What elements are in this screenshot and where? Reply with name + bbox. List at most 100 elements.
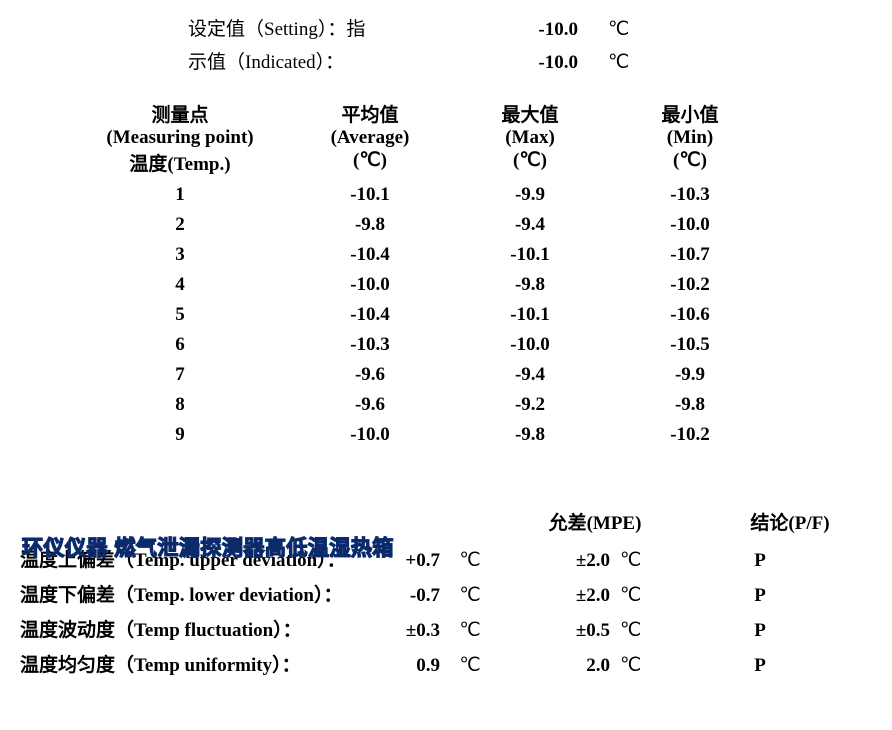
deviation-mpe: ±2.0: [500, 550, 610, 572]
col-header-point-en: (Measuring point): [70, 127, 290, 149]
deviation-mpe: 2.0: [500, 655, 610, 677]
cell-avg: -10.0: [290, 274, 450, 296]
cell-avg: -10.4: [290, 244, 450, 266]
deviation-mpe: ±0.5: [500, 620, 610, 642]
indicated-label: 示值（Indicated）：: [188, 47, 428, 74]
deviation-unit: ℃: [440, 619, 500, 642]
table-row: 9-10.0-9.8-10.2: [70, 424, 830, 446]
indicated-value: -10.0: [428, 52, 608, 74]
measuring-table: 测量点 平均值 最大值 最小值 (Measuring point) (Avera…: [70, 100, 830, 446]
col-header-max-unit: (℃): [450, 149, 610, 176]
table-row: 8-9.6-9.2-9.8: [70, 394, 830, 416]
cell-avg: -10.4: [290, 304, 450, 326]
cell-max: -10.0: [450, 334, 610, 356]
deviation-row: 温度均匀度（Temp uniformity）：0.9℃2.0℃P: [20, 650, 890, 677]
cell-max: -10.1: [450, 304, 610, 326]
deviation-label: 温度波动度（Temp fluctuation）：: [20, 615, 360, 642]
mpe-header: 允差(MPE): [480, 508, 710, 535]
deviation-mpe-unit: ℃: [610, 654, 670, 677]
table-body: 1-10.1-9.9-10.32-9.8-9.4-10.03-10.4-10.1…: [70, 184, 830, 446]
cell-point: 2: [70, 214, 290, 236]
cell-avg: -10.1: [290, 184, 450, 206]
setting-value: -10.0: [428, 19, 608, 41]
table-row: 3-10.4-10.1-10.7: [70, 244, 830, 266]
setting-label: 设定值（Setting）：指: [188, 14, 428, 41]
indicated-unit: ℃: [608, 51, 648, 74]
deviation-pf: P: [670, 550, 850, 572]
cell-min: -9.8: [610, 394, 770, 416]
cell-max: -9.9: [450, 184, 610, 206]
cell-min: -10.5: [610, 334, 770, 356]
deviation-label: 温度下偏差（Temp. lower deviation）：: [20, 580, 360, 607]
deviation-body: 温度上偏差（Temp. upper deviation）：+0.7℃±2.0℃P…: [20, 545, 890, 677]
cell-point: 9: [70, 424, 290, 446]
cell-avg: -9.6: [290, 364, 450, 386]
col-header-min-cn: 最小值: [610, 100, 770, 127]
col-header-max-cn: 最大值: [450, 100, 610, 127]
col-header-avg-en: (Average): [290, 127, 450, 149]
cell-point: 4: [70, 274, 290, 296]
deviation-pf: P: [670, 655, 850, 677]
cell-avg: -9.6: [290, 394, 450, 416]
deviation-header-spacer: [20, 508, 480, 535]
table-row: 4-10.0-9.8-10.2: [70, 274, 830, 296]
col-header-avg-cn: 平均值: [290, 100, 450, 127]
cell-point: 3: [70, 244, 290, 266]
cell-min: -10.6: [610, 304, 770, 326]
deviation-pf: P: [670, 585, 850, 607]
indicated-row: 示值（Indicated）： -10.0 ℃: [188, 47, 872, 74]
deviation-unit: ℃: [440, 584, 500, 607]
cell-point: 7: [70, 364, 290, 386]
table-row: 5-10.4-10.1-10.6: [70, 304, 830, 326]
deviation-value: ±0.3: [360, 620, 440, 642]
cell-min: -10.3: [610, 184, 770, 206]
deviation-pf: P: [670, 620, 850, 642]
deviation-mpe-unit: ℃: [610, 584, 670, 607]
cell-avg: -9.8: [290, 214, 450, 236]
deviation-header: 允差(MPE) 结论(P/F): [20, 508, 890, 535]
col-header-min-en: (Min): [610, 127, 770, 149]
table-row: 6-10.3-10.0-10.5: [70, 334, 830, 356]
pf-header: 结论(P/F): [710, 508, 870, 535]
cell-avg: -10.3: [290, 334, 450, 356]
col-header-temp: 温度(Temp.): [70, 149, 290, 176]
cell-min: -9.9: [610, 364, 770, 386]
setting-unit: ℃: [608, 18, 648, 41]
cell-point: 1: [70, 184, 290, 206]
settings-block: 设定值（Setting）：指 -10.0 ℃ 示值（Indicated）： -1…: [188, 14, 872, 74]
col-header-max-en: (Max): [450, 127, 610, 149]
deviation-row: 温度波动度（Temp fluctuation）：±0.3℃±0.5℃P: [20, 615, 890, 642]
cell-min: -10.2: [610, 274, 770, 296]
cell-max: -9.8: [450, 424, 610, 446]
deviation-value: -0.7: [360, 585, 440, 607]
cell-min: -10.2: [610, 424, 770, 446]
col-header-point-cn: 测量点: [70, 100, 290, 127]
cell-max: -9.4: [450, 364, 610, 386]
setting-row: 设定值（Setting）：指 -10.0 ℃: [188, 14, 872, 41]
cell-max: -9.8: [450, 274, 610, 296]
calibration-report-page: 设定值（Setting）：指 -10.0 ℃ 示值（Indicated）： -1…: [0, 0, 892, 695]
watermark-text: 环仪仪器 燃气泄漏探测器高低温湿热箱: [22, 532, 394, 562]
cell-min: -10.7: [610, 244, 770, 266]
cell-max: -9.2: [450, 394, 610, 416]
table-header: 测量点 平均值 最大值 最小值 (Measuring point) (Avera…: [70, 100, 830, 176]
table-row: 7-9.6-9.4-9.9: [70, 364, 830, 386]
deviation-unit: ℃: [440, 654, 500, 677]
deviation-mpe-unit: ℃: [610, 549, 670, 572]
deviation-mpe: ±2.0: [500, 585, 610, 607]
deviation-mpe-unit: ℃: [610, 619, 670, 642]
cell-point: 5: [70, 304, 290, 326]
cell-point: 8: [70, 394, 290, 416]
cell-max: -9.4: [450, 214, 610, 236]
deviation-row: 温度下偏差（Temp. lower deviation）：-0.7℃±2.0℃P: [20, 580, 890, 607]
cell-point: 6: [70, 334, 290, 356]
deviation-label: 温度均匀度（Temp uniformity）：: [20, 650, 360, 677]
col-header-min-unit: (℃): [610, 149, 770, 176]
deviation-value: 0.9: [360, 655, 440, 677]
deviation-unit: ℃: [440, 549, 500, 572]
cell-avg: -10.0: [290, 424, 450, 446]
cell-min: -10.0: [610, 214, 770, 236]
col-header-avg-unit: (℃): [290, 149, 450, 176]
table-row: 2-9.8-9.4-10.0: [70, 214, 830, 236]
cell-max: -10.1: [450, 244, 610, 266]
